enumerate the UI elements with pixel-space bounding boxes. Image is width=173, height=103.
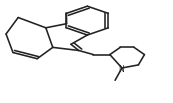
- Text: N: N: [118, 65, 124, 74]
